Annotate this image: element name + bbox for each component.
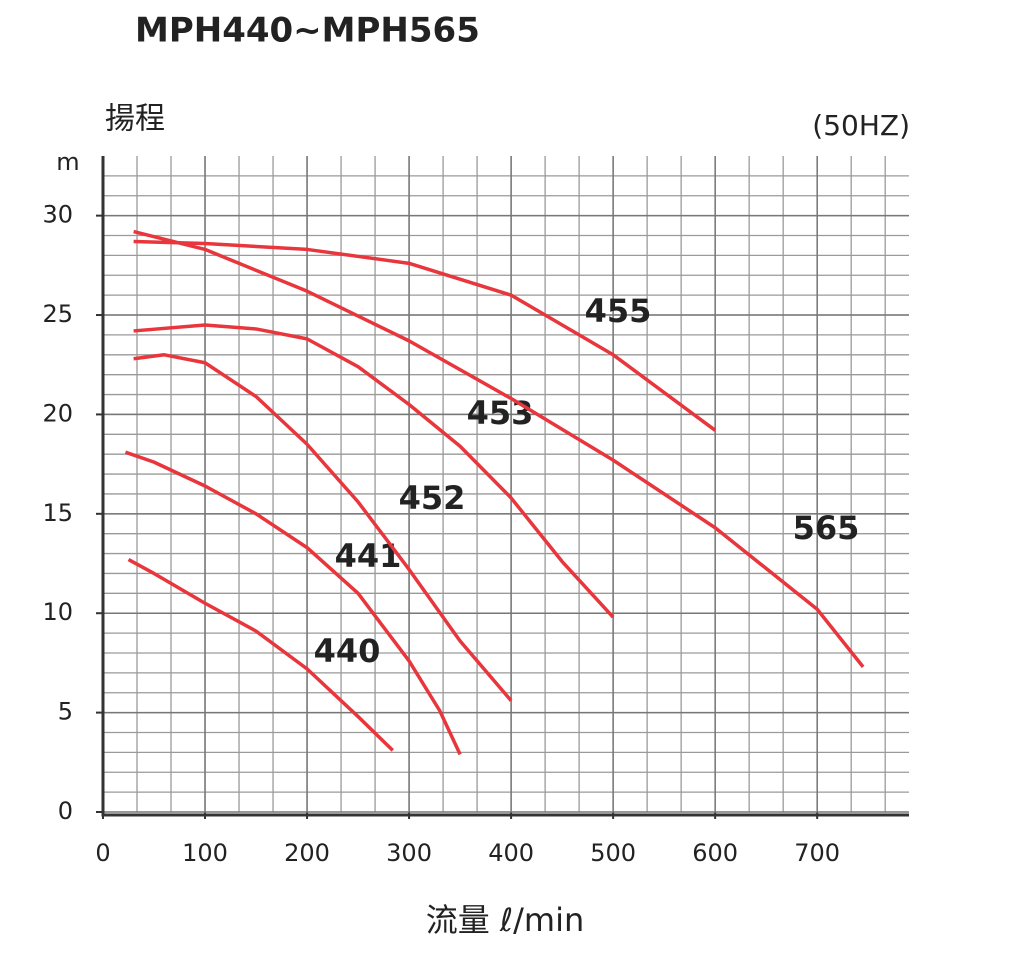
curve-label: 453 (467, 394, 534, 432)
y-axis-label: 揚程 (105, 102, 165, 137)
x-tick-label: 0 (95, 839, 110, 867)
curve-label: 565 (793, 509, 860, 547)
y-tick-label: 0 (58, 797, 73, 825)
curve-label: 455 (585, 292, 652, 330)
y-tick-label: 5 (58, 698, 73, 726)
x-tick-label: 100 (182, 839, 228, 867)
x-tick-label: 700 (794, 839, 840, 867)
y-tick-label: 20 (42, 399, 73, 427)
note: (50HZ) (812, 109, 910, 142)
y-unit: m (56, 148, 79, 176)
curve-label: 452 (399, 479, 466, 517)
x-tick-label: 400 (488, 839, 534, 867)
pump-curve (133, 239, 717, 432)
pump-curve (124, 450, 462, 756)
pump-curve (127, 558, 394, 752)
pump-curve (133, 229, 865, 668)
curve-label: 440 (314, 632, 381, 670)
x-tick-label: 600 (692, 839, 738, 867)
x-tick-label: 500 (590, 839, 636, 867)
pump-curve (133, 353, 513, 702)
x-tick-label: 300 (386, 839, 432, 867)
curve-label: 441 (335, 537, 402, 575)
x-tick-label: 200 (284, 839, 330, 867)
plot-area (103, 156, 909, 812)
pump-curve (133, 323, 615, 619)
axes (101, 156, 909, 817)
y-tick-label: 15 (42, 499, 73, 527)
chart-title: MPH440~MPH565 (135, 11, 480, 51)
y-tick-label: 10 (42, 598, 73, 626)
y-tick-label: 30 (42, 201, 73, 229)
y-tick-label: 25 (42, 300, 73, 328)
x-axis-label: 流量 ℓ/min (426, 901, 585, 939)
